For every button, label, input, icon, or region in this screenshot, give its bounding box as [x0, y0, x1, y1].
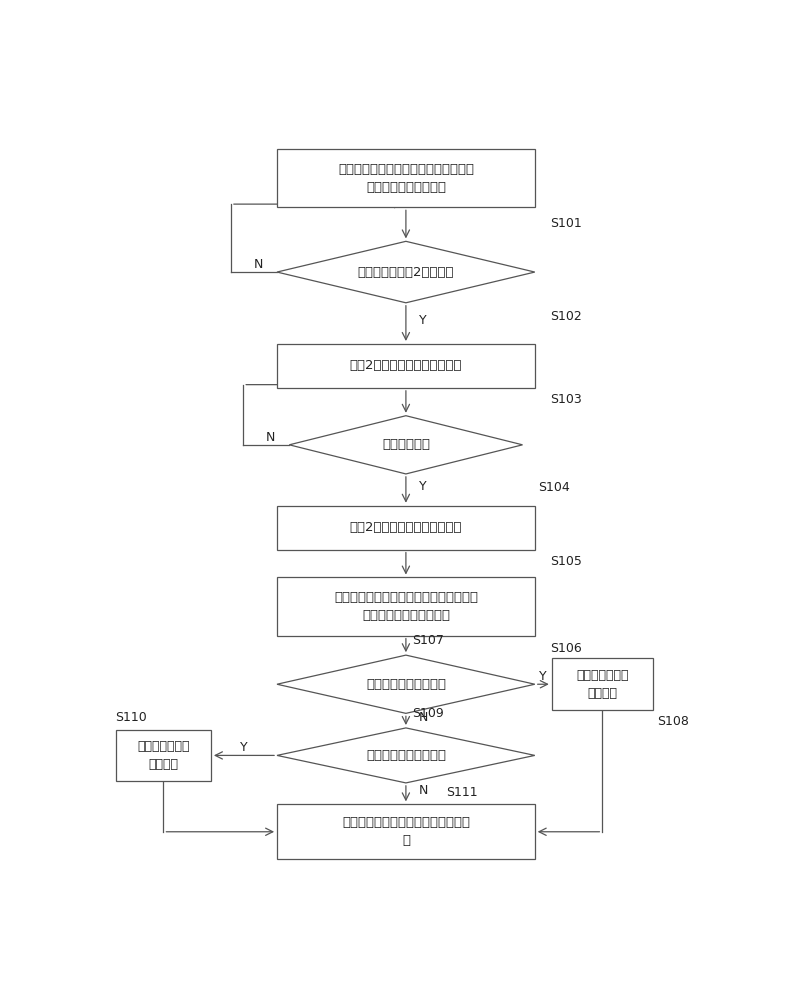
- Text: 获取2个触摸点之间的当前距离: 获取2个触摸点之间的当前距离: [349, 521, 463, 534]
- Text: 将第一阈值作为
第二数值: 将第一阈值作为 第二数值: [576, 669, 629, 700]
- Text: S106: S106: [550, 642, 582, 655]
- FancyBboxPatch shape: [277, 577, 535, 636]
- Text: 第二数值小于第一阈值: 第二数值小于第一阈值: [366, 678, 446, 691]
- Polygon shape: [277, 241, 535, 303]
- Polygon shape: [277, 655, 535, 713]
- Text: 初始距离变化: 初始距离变化: [382, 438, 430, 451]
- FancyBboxPatch shape: [277, 344, 535, 388]
- Text: S105: S105: [550, 555, 582, 568]
- FancyBboxPatch shape: [277, 804, 535, 859]
- Text: S103: S103: [550, 393, 582, 406]
- Text: S104: S104: [538, 481, 569, 494]
- Text: S101: S101: [550, 217, 582, 230]
- Text: Y: Y: [419, 480, 427, 493]
- Text: 将第二阈值作为
第二数值: 将第二阈值作为 第二数值: [137, 740, 190, 771]
- Text: 将第二数值设置为拨号键盘的透明度
值: 将第二数值设置为拨号键盘的透明度 值: [342, 816, 470, 847]
- Polygon shape: [289, 416, 523, 474]
- FancyBboxPatch shape: [552, 658, 653, 710]
- Text: S108: S108: [657, 715, 689, 728]
- Text: 显示拨号键盘并获取拨号键盘的初始透
明度值以作为第一数值: 显示拨号键盘并获取拨号键盘的初始透 明度值以作为第一数值: [338, 163, 474, 194]
- Text: N: N: [254, 258, 263, 271]
- Text: S110: S110: [116, 711, 147, 724]
- Text: Y: Y: [419, 314, 427, 327]
- FancyBboxPatch shape: [116, 730, 211, 781]
- FancyBboxPatch shape: [277, 149, 535, 207]
- Text: S102: S102: [550, 310, 582, 323]
- Text: 获取2个触摸点之间的初始距离: 获取2个触摸点之间的初始距离: [349, 359, 463, 372]
- Text: N: N: [418, 784, 428, 797]
- Text: S107: S107: [412, 634, 444, 647]
- Text: Y: Y: [539, 670, 547, 683]
- Text: 第二数值大于第二阈值: 第二数值大于第二阈值: [366, 749, 446, 762]
- Text: S111: S111: [446, 786, 478, 799]
- Text: 触摸屏上同时有2个触摸点: 触摸屏上同时有2个触摸点: [358, 266, 454, 279]
- Text: N: N: [266, 431, 276, 444]
- Text: Y: Y: [240, 741, 248, 754]
- Polygon shape: [277, 728, 535, 783]
- Text: 将初始距离与当前距离的比值乘以第一数
值并取整以得到第二数值: 将初始距离与当前距离的比值乘以第一数 值并取整以得到第二数值: [334, 591, 478, 622]
- FancyBboxPatch shape: [277, 506, 535, 550]
- Text: S109: S109: [412, 707, 444, 720]
- Text: N: N: [418, 711, 428, 724]
